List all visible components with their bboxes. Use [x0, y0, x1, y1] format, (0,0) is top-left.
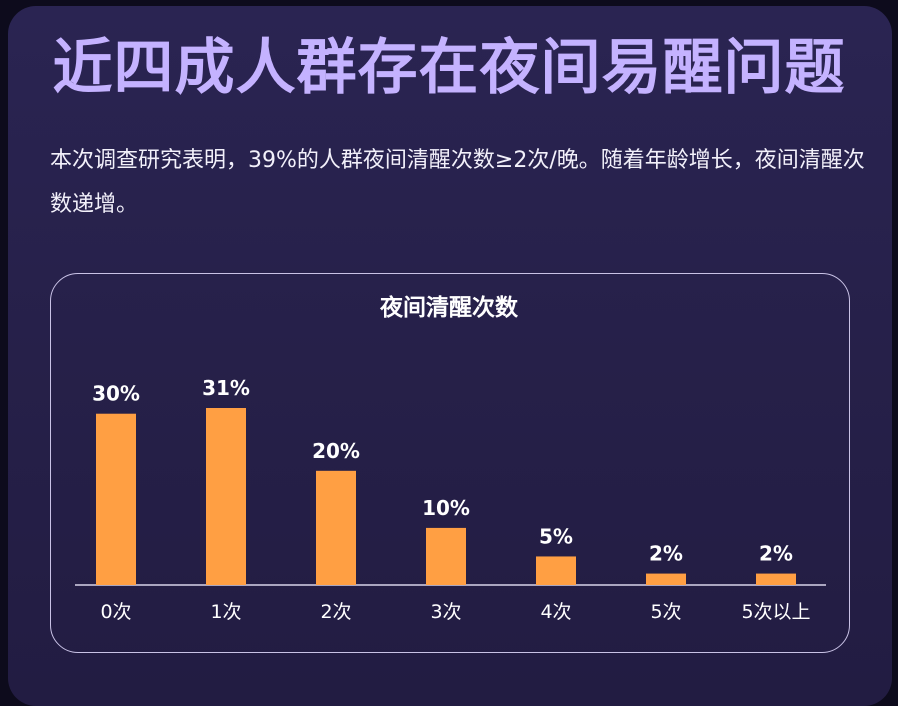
data-label: 30% [92, 382, 140, 406]
x-tick-label: 0次 [100, 601, 131, 623]
chart-panel [50, 273, 850, 653]
data-label: 20% [312, 439, 360, 463]
infographic-card [8, 6, 892, 706]
x-tick-label: 1次 [210, 601, 241, 623]
bar [316, 470, 356, 585]
x-tick-label: 3次 [430, 601, 461, 623]
bar [426, 527, 466, 585]
bar-chart: 30% 0次 31% 1次 20% 2次 10% 3次 5% 4次 2% 5次 2% 5次以上 [75, 376, 826, 623]
bar [756, 573, 796, 585]
bar [206, 408, 246, 585]
data-label: 2% [649, 542, 683, 566]
data-label: 10% [422, 496, 470, 520]
bar [536, 556, 576, 585]
data-label: 5% [539, 524, 573, 548]
bar [646, 573, 686, 585]
x-tick-label: 4次 [540, 601, 571, 623]
chart-title: 夜间清醒次数 [380, 295, 518, 321]
x-tick-label: 2次 [320, 601, 351, 623]
data-label: 2% [759, 542, 793, 566]
x-tick-label: 5次 [650, 601, 681, 623]
x-tick-label: 5次以上 [741, 601, 810, 623]
description-text: 本次调查研究表明，39%的人群夜间清醒次数≥2次/晚。随着年龄增长，夜间清醒次数… [50, 148, 865, 217]
bar [96, 413, 136, 585]
data-label: 31% [202, 376, 250, 400]
page-title: 近四成人群存在夜间易醒问题 [52, 33, 846, 103]
